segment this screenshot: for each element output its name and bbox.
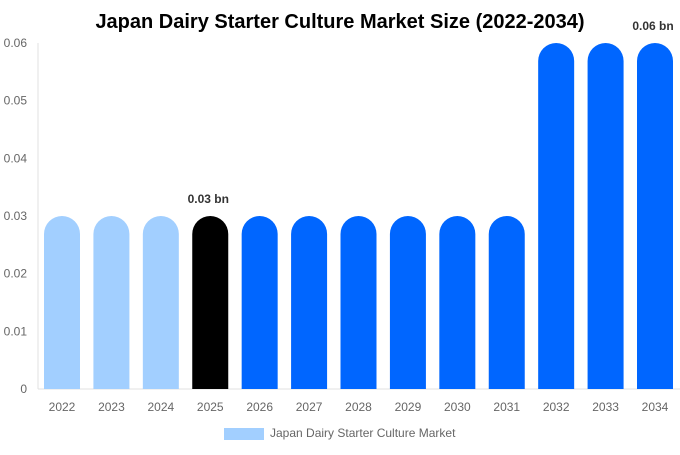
x-tick-label: 2026	[246, 400, 273, 414]
x-tick-label: 2023	[98, 400, 125, 414]
x-tick-label: 2027	[296, 400, 323, 414]
data-label: 0.03 bn	[188, 192, 229, 206]
bar-2034[interactable]	[637, 43, 673, 389]
x-tick-label: 2025	[197, 400, 224, 414]
x-tick-label: 2033	[592, 400, 619, 414]
bar-2033[interactable]	[587, 43, 624, 389]
bar-2032[interactable]	[538, 43, 575, 389]
bar-2023[interactable]	[93, 216, 130, 389]
x-tick-label: 2032	[543, 400, 570, 414]
y-tick-label: 0.02	[4, 267, 28, 281]
bar-2022[interactable]	[44, 216, 80, 389]
x-tick-label: 2024	[147, 400, 174, 414]
x-tick-label: 2028	[345, 400, 372, 414]
x-tick-label: 2030	[444, 400, 471, 414]
bar-2025[interactable]	[192, 216, 229, 389]
y-tick-label: 0.06	[4, 36, 28, 50]
y-tick-label: 0.05	[4, 94, 28, 108]
x-tick-label: 2031	[493, 400, 520, 414]
y-tick-label: 0	[20, 382, 27, 396]
x-tick-label: 2022	[49, 400, 76, 414]
x-tick-label: 2029	[395, 400, 422, 414]
y-tick-label: 0.01	[4, 324, 28, 338]
legend-label[interactable]: Japan Dairy Starter Culture Market	[270, 426, 456, 440]
bar-2029[interactable]	[389, 216, 426, 389]
y-tick-label: 0.04	[4, 151, 28, 165]
legend-swatch[interactable]	[224, 428, 264, 440]
bar-2028[interactable]	[340, 216, 377, 389]
y-tick-label: 0.03	[4, 209, 28, 223]
bar-2031[interactable]	[488, 216, 525, 389]
bar-2024[interactable]	[142, 216, 179, 389]
bar-2027[interactable]	[291, 216, 328, 389]
bar-2030[interactable]	[439, 216, 476, 389]
bar-2026[interactable]	[241, 216, 278, 389]
x-tick-label: 2034	[642, 400, 669, 414]
data-label: 0.06 bn	[632, 19, 673, 33]
chart-title: Japan Dairy Starter Culture Market Size …	[95, 11, 584, 33]
